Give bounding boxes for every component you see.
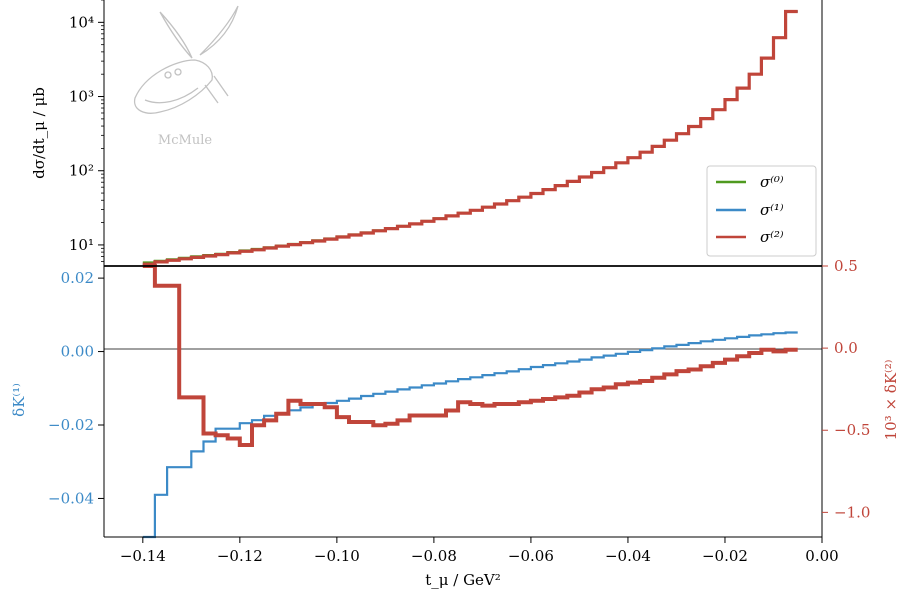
right-y-tick-label: 0.0 — [834, 339, 858, 357]
x-tick-label: 0.00 — [805, 547, 838, 565]
x-tick-label: −0.02 — [702, 547, 748, 565]
logo-ear-left — [159, 11, 193, 59]
lower-ticks: 0.02 0.00 −0.02 −0.04 0.5 0.0 −0.5 −1.0 −0.14 −0.… — [48, 257, 870, 565]
legend: σ⁽⁰⁾ σ⁽¹⁾ σ⁽²⁾ — [706, 165, 817, 257]
legend-entry-sigma2: σ⁽²⁾ — [716, 228, 784, 246]
right-y-tick-label: 0.5 — [834, 257, 858, 275]
upper-series-2 — [142, 9, 798, 266]
upper-series — [142, 9, 798, 266]
left-y-tick-label: 0.02 — [61, 269, 94, 287]
upper-grid: 10¹ 10² 10³ 10⁴ — [69, 0, 104, 262]
lower-panel: 0.02 0.00 −0.02 −0.04 0.5 0.0 −0.5 −1.0 −0.14 −0.… — [10, 257, 900, 589]
upper-y-tick-label: 10² — [69, 162, 94, 180]
logo-nostril-left — [164, 71, 172, 79]
lower-series-left — [142, 331, 798, 539]
lower-series-right — [142, 264, 798, 447]
x-tick-label: −0.04 — [605, 547, 651, 565]
x-tick-label: −0.14 — [120, 547, 166, 565]
x-tick-label: −0.12 — [217, 547, 263, 565]
upper-y-tick-label: 10¹ — [69, 236, 94, 254]
lower-right-axis-label: 10³ × δK⁽²⁾ — [882, 360, 900, 441]
legend-entry-sigma0: σ⁽⁰⁾ — [716, 173, 784, 191]
logo-mouth — [144, 87, 199, 104]
upper-y-tick-label: 10³ — [69, 88, 94, 106]
logo-text: McMule — [158, 133, 212, 148]
legend-entry-sigma1: σ⁽¹⁾ — [716, 201, 784, 219]
upper-series-1 — [142, 10, 798, 266]
upper-y-axis-label: dσ/dt_μ / μb — [30, 87, 48, 179]
legend-label-sigma0: σ⁽⁰⁾ — [760, 173, 784, 191]
x-tick-label: −0.10 — [314, 547, 360, 565]
mcmule-logo: McMule — [133, 5, 239, 148]
right-y-tick-label: −1.0 — [834, 503, 870, 521]
legend-label-sigma2: σ⁽²⁾ — [760, 228, 784, 246]
legend-label-sigma1: σ⁽¹⁾ — [760, 201, 784, 219]
logo-ear-right — [199, 5, 239, 56]
legend-box — [706, 165, 817, 257]
left-y-tick-label: −0.02 — [48, 416, 94, 434]
lower-series — [142, 264, 798, 539]
upper-panel: 10¹ 10² 10³ 10⁴ dσ/dt_μ / μb McMule σ⁽⁰⁾ — [30, 0, 823, 266]
upper-y-tick-label: 10⁴ — [69, 13, 94, 31]
right-y-tick-label: −0.5 — [834, 421, 870, 439]
logo-leg — [204, 75, 229, 104]
x-axis-label: t_μ / GeV² — [425, 571, 501, 589]
x-tick-label: −0.06 — [508, 547, 554, 565]
logo-nostril-right — [174, 68, 182, 76]
logo-head — [133, 59, 213, 114]
x-tick-label: −0.08 — [411, 547, 457, 565]
left-y-tick-label: 0.00 — [61, 343, 94, 361]
lower-left-axis-label: δK⁽¹⁾ — [10, 383, 28, 417]
left-y-tick-label: −0.04 — [48, 489, 94, 507]
upper-series-0 — [142, 10, 798, 264]
